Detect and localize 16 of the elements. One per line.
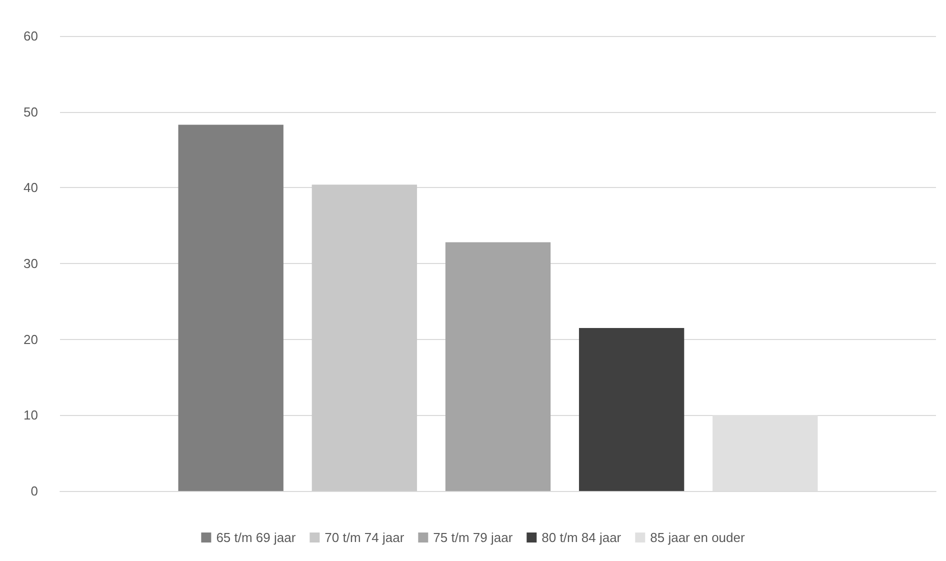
bar xyxy=(578,328,684,491)
y-tick-label: 60 xyxy=(24,28,38,44)
legend-label: 65 t/m 69 jaar xyxy=(216,530,296,545)
y-tick-label: 30 xyxy=(24,256,38,271)
legend-label: 75 t/m 79 jaar xyxy=(433,530,514,545)
legend-label: 80 t/m 84 jaar xyxy=(542,530,622,545)
y-tick-label: 50 xyxy=(24,104,38,120)
legend-label: 70 t/m 74 jaar xyxy=(324,530,405,545)
bar xyxy=(178,124,284,491)
bar xyxy=(445,242,551,491)
y-tick-label: 10 xyxy=(24,408,38,423)
y-tick-label: 0 xyxy=(30,484,38,498)
y-tick-label: 40 xyxy=(24,180,38,196)
bar xyxy=(312,184,418,491)
legend-label: 85 jaar en ouder xyxy=(650,530,746,545)
y-tick-label: 20 xyxy=(24,332,38,347)
